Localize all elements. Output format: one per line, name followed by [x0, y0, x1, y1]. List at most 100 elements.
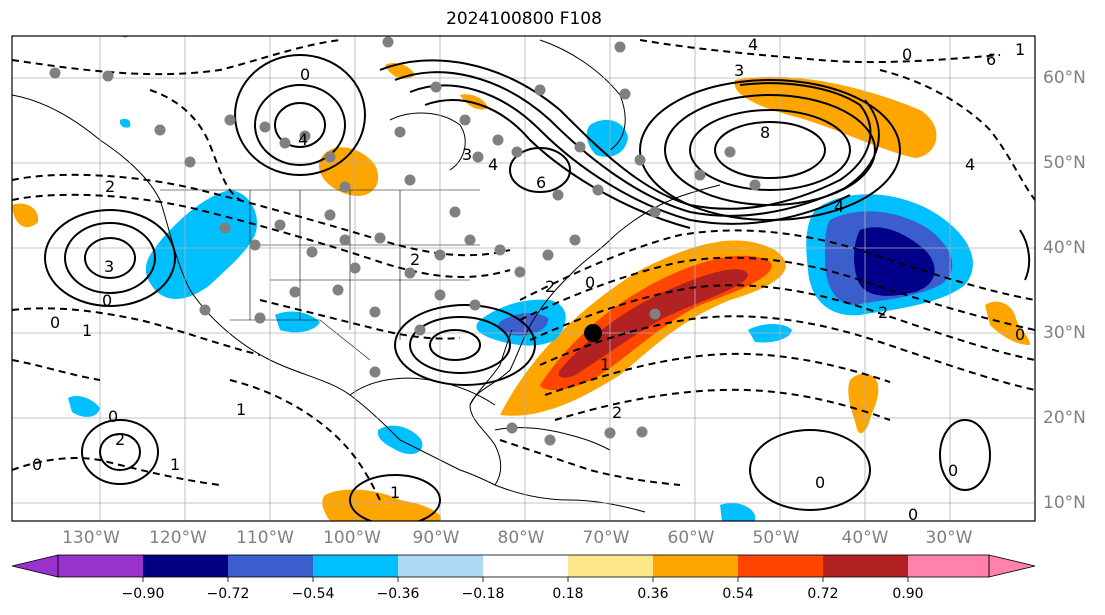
contour-low-southeast-1 [429, 329, 481, 361]
colorbar-tick-label: −0.54 [291, 586, 335, 602]
contour-label: 1 [390, 483, 400, 502]
contour-label: 8 [760, 123, 770, 142]
contour-high-atlantic-1 [714, 121, 826, 179]
colorbar-segment [483, 555, 568, 577]
coast-hudson-bay [389, 112, 466, 171]
dashed-north-2 [12, 39, 341, 76]
dashed-north-1 [639, 39, 1001, 64]
colorbar-tick-label: 0.36 [637, 586, 669, 602]
colorbar-segment [398, 555, 483, 577]
contour-label: 3 [104, 257, 114, 276]
lon-tick-label: 70°W [582, 528, 630, 548]
dashed-atlantic-4 [539, 315, 1035, 391]
contour-label: 1 [1015, 40, 1025, 59]
contour-label: 1 [82, 321, 92, 340]
contour-atlantic-southeast [939, 419, 991, 491]
colorbar-extend-low [11, 554, 59, 578]
contour-label: 4 [298, 130, 308, 149]
negative-anomaly-north-atlantic-core [854, 227, 935, 296]
contour-label: 0 [1015, 325, 1025, 344]
colorbar-frame [57, 554, 990, 578]
contour-label: 0 [32, 455, 42, 474]
contour-label: 2 [410, 250, 420, 269]
contour-jet-2 [394, 71, 880, 217]
dashed-atlantic-5 [544, 352, 891, 396]
contour-label: 4 [834, 197, 844, 216]
contour-label: 0 [908, 505, 918, 524]
contour-high-canada-2 [254, 84, 346, 166]
contour-jet-main [379, 59, 872, 210]
coast-north-america-east [469, 184, 721, 486]
colorbar [11, 554, 1036, 582]
lat-tick-label: 20°N [1043, 408, 1086, 428]
contour-jet-4 [424, 99, 691, 229]
lat-tick-label: 10°N [1043, 493, 1086, 513]
colorbar-segment [738, 555, 823, 577]
contour-high-atlantic-2 [689, 109, 851, 191]
colorbar-tick-label: −0.90 [121, 586, 165, 602]
contour-low-southeast-2 [409, 316, 511, 374]
colorbar-segment [313, 555, 398, 577]
colorbar-tick-label: 0.72 [807, 586, 839, 602]
contour-label: 2 [878, 303, 888, 322]
coast-north-america-west [12, 94, 496, 486]
dashed-atlantic-2 [519, 256, 1035, 331]
dashed-low-west-3 [12, 307, 261, 356]
contour-label: 0 [585, 273, 595, 292]
contour-label: 4 [965, 155, 975, 174]
contour-label: 0 [815, 473, 825, 492]
plot-title: 2024100800 F108 [446, 9, 602, 29]
negative-anomaly-east-us-core [498, 313, 549, 336]
contour-labels: 4 3 0 1 4 3 6 8 4 2 0 3 0 1 0 6 4 2 0 0 … [32, 35, 1025, 524]
dashed-gulf-1 [229, 379, 381, 501]
positive-anomaly-north-atlantic [734, 76, 937, 158]
negative-anomaly-labrador [586, 119, 628, 157]
cyclone-center-marker [584, 324, 602, 342]
contour-label: 0 [108, 407, 118, 426]
positive-anomaly-pacific-west [12, 203, 39, 228]
contour-high-canada-3 [234, 54, 366, 176]
colorbar-segment [823, 555, 908, 577]
colorbar-tick-label: −0.18 [461, 586, 505, 602]
colorbar-segment [143, 555, 228, 577]
contour-label: 1 [236, 400, 246, 419]
contour-high-great-lakes [509, 147, 571, 193]
contour-label: 1 [170, 455, 180, 474]
map-frame [11, 35, 1036, 522]
negative-anomaly-southwest [275, 311, 320, 333]
colorbar-segment [653, 555, 738, 577]
dashed-atlantic-1 [519, 229, 1035, 301]
dashed-canada-west [149, 89, 241, 201]
contour-label: 1 [600, 355, 610, 374]
lon-tick-label: 90°W [412, 528, 460, 548]
dashed-low-west-1 [12, 173, 511, 257]
contour-label: 0 [102, 291, 112, 310]
contour-high-pacific-2 [64, 222, 156, 294]
positive-anomaly-atlantic-max [558, 269, 748, 378]
colorbar-segment [58, 555, 143, 577]
lon-tick-label: 30°W [925, 528, 973, 548]
contour-high-atlantic-3 [664, 94, 876, 206]
colorbar-segment [908, 555, 989, 577]
contour-label: 4 [488, 155, 498, 174]
lat-tick-label: 40°N [1043, 238, 1086, 258]
contour-label: 2 [105, 177, 115, 196]
contour-label: 0 [50, 313, 60, 332]
dashed-low-west-2 [12, 193, 511, 278]
positive-anomaly-mexico [322, 489, 441, 521]
negative-anomaly-pacific [68, 396, 100, 417]
colorbar-tick-label: 0.90 [892, 586, 924, 602]
colorbar-tick-label: −0.72 [206, 586, 250, 602]
contour-label: 6 [986, 50, 996, 69]
contour-label: 2 [545, 277, 555, 296]
coast-south-america [494, 484, 646, 513]
dashed-contours [12, 39, 1035, 501]
colorbar-segment [228, 555, 313, 577]
contour-label: 3 [462, 145, 472, 164]
contour-east-edge [1019, 229, 1031, 281]
contour-label: 4 [748, 35, 758, 54]
observation-dots [49, 36, 761, 446]
lat-tick-label: 50°N [1043, 153, 1086, 173]
lon-tick-label: 130°W [62, 528, 120, 548]
